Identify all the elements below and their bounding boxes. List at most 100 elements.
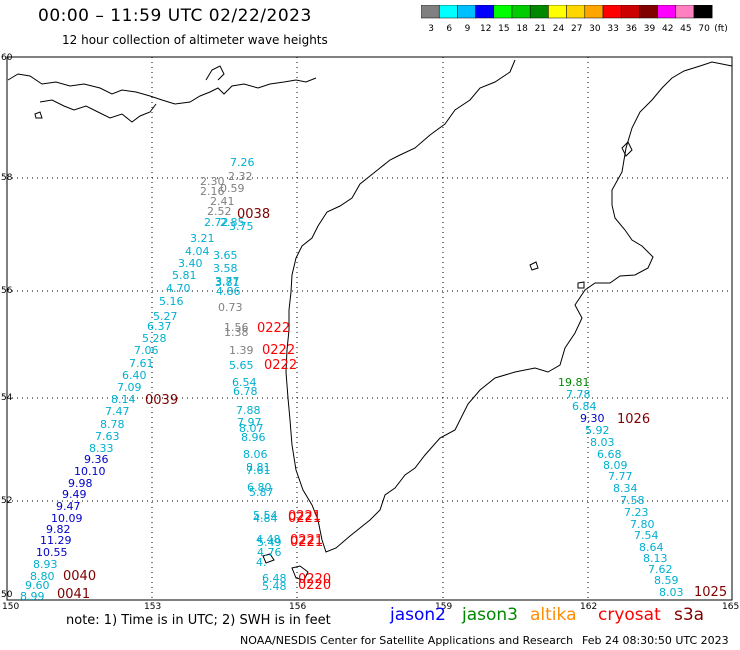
track-time-label: 0220	[298, 572, 331, 587]
wave-height-label: 7.77	[608, 470, 633, 483]
wave-height-label: 10.10	[74, 465, 106, 478]
wave-height-label: 5.54	[253, 509, 278, 522]
taui-bay-shore	[205, 65, 225, 81]
legend-unit-label: (ft)	[714, 24, 728, 34]
small-isle-1	[529, 261, 539, 271]
wave-height-label: 7.26	[230, 156, 255, 169]
wave-height-label: 8.14	[111, 393, 136, 406]
wave-height-label: 4.70	[166, 282, 191, 295]
legend-label-27: 27	[571, 24, 582, 34]
wave-height-label: 10.55	[36, 546, 68, 559]
wave-height-label: 7.54	[634, 529, 659, 542]
wave-height-label: 6.40	[122, 369, 147, 382]
wave-height-label: 8.78	[100, 418, 125, 431]
wave-height-label: 2.16	[200, 185, 225, 198]
wave-height-label: 2.30	[200, 175, 225, 188]
kamchatka-west-coast	[285, 59, 733, 553]
wave-height-label: 2.52	[207, 205, 232, 218]
wave-height-label: 6.84	[572, 400, 597, 413]
wave-height-label: 8.13	[643, 552, 668, 565]
wave-height-label: 1.38	[224, 326, 249, 339]
legend-label-12: 12	[480, 24, 491, 34]
wave-height-label: 3.58	[213, 262, 238, 275]
legend-label-36: 36	[626, 24, 638, 34]
wave-height-label: 4.76	[257, 546, 282, 559]
wave-height-label: 9.49	[62, 488, 87, 501]
legend-label-9: 9	[465, 24, 471, 34]
wave-height-label: 1.56	[224, 321, 249, 334]
wave-height-label: 8.81	[246, 461, 271, 474]
wave-height-label: 11.29	[40, 534, 72, 547]
magadan-coast	[7, 73, 317, 105]
lat-label-56: 56	[1, 286, 13, 296]
wave-height-label: 19.81	[558, 376, 590, 389]
wave-height-label: 7.61	[129, 357, 154, 370]
lon-label-156: 156	[289, 602, 307, 612]
wave-height-label: 8.59	[654, 574, 679, 587]
wave-height-label: 3.77	[215, 275, 240, 288]
map-frame	[6, 56, 733, 601]
wave-height-label: 4.	[256, 556, 267, 569]
wave-height-label: 8.93	[33, 558, 58, 571]
shumshu-island	[262, 553, 275, 564]
legend-label-30: 30	[589, 24, 601, 34]
wave-height-label: 3.75	[229, 220, 254, 233]
wave-height-label: 9.47	[56, 500, 81, 513]
wave-height-label: 8.64	[639, 541, 664, 554]
small-isle-3	[34, 111, 43, 119]
wave-height-label: 3.21	[190, 232, 215, 245]
lat-label-58: 58	[1, 173, 13, 183]
wave-height-label: 9.30	[580, 412, 605, 425]
satellite-label-altika: altika	[530, 605, 577, 625]
generated-timestamp: Feb 24 08:30:50 UTC 2023	[582, 634, 729, 647]
altimeter-map: 7.26 2.30 2.322.160.592.412.522.72 3.752.85…	[6, 56, 733, 603]
small-isle-2	[577, 281, 585, 289]
lon-label-150: 150	[2, 602, 20, 612]
wave-height-label: 9.82	[46, 523, 71, 536]
wave-height-label: 6.80	[247, 481, 272, 494]
wave-height-label: 6.54	[232, 376, 257, 389]
wave-height-label: 7.47	[105, 405, 130, 418]
legend-label-21: 21	[535, 24, 546, 34]
wave-height-label: 8.06	[243, 448, 268, 461]
legend-label-24: 24	[553, 24, 565, 34]
track-time-label: 1025	[694, 585, 727, 600]
legend-label-42: 42	[662, 24, 673, 34]
wave-height-label: 7.58	[620, 494, 645, 507]
wave-height-label: 9.36	[84, 453, 109, 466]
wave-height-label: 5.92	[585, 424, 610, 437]
satellite-label-jason2: jason2	[390, 605, 446, 625]
wave-height-label: 4.48	[256, 533, 281, 546]
lon-label-159: 159	[435, 602, 453, 612]
lon-label-153: 153	[144, 602, 162, 612]
wave-height-label: 8.96	[241, 431, 266, 444]
lat-label-50: 50	[1, 590, 13, 600]
track-time-label: 0041	[57, 587, 90, 602]
legend-label-6: 6	[446, 24, 452, 34]
track-time-label: 0220	[298, 578, 331, 593]
lat-label-60: 60	[1, 53, 13, 63]
wave-height-label: 8.34	[613, 482, 638, 495]
wave-height-label: 9.60	[25, 579, 50, 592]
track-time-label: 0222	[257, 321, 290, 336]
wave-height-label: 7.62	[648, 563, 673, 576]
coastline	[7, 59, 733, 581]
wave-height-label: 7.23	[624, 506, 649, 519]
wave-height-label: 0.59	[220, 182, 245, 195]
track-time-label: 1026	[617, 412, 650, 427]
wave-height-label: 2.85	[220, 216, 245, 229]
legend-label-39: 39	[644, 24, 656, 34]
wave-height-label: 4.04	[185, 245, 210, 258]
wave-height-label: 4.86	[216, 285, 241, 298]
wave-height-label: 5.28	[142, 332, 167, 345]
koni-peninsula	[39, 99, 157, 123]
track-time-label: 0222	[262, 343, 295, 358]
track-time-label: 0038	[237, 207, 270, 222]
lat-label-52: 52	[1, 496, 13, 506]
wave-height-label: 7.78	[566, 388, 591, 401]
wave-height-label: 3.81	[215, 276, 240, 289]
track-time-label: 0222	[264, 358, 297, 373]
wave-height-label: 8.99	[20, 590, 45, 603]
track-time-label: 0221	[288, 511, 321, 526]
credit-line: NOAA/NESDIS Center for Satellite Applica…	[240, 634, 574, 647]
